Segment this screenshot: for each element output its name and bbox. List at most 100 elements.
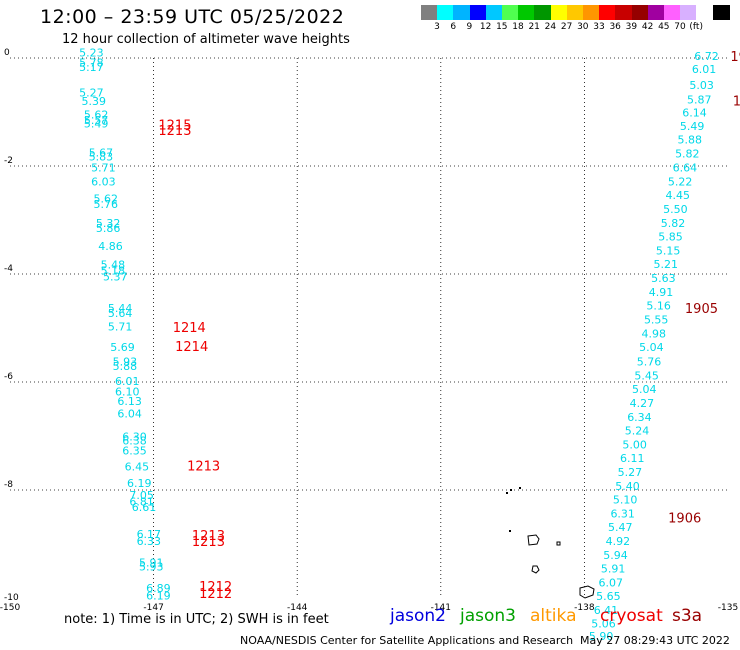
wave-height-point: 6.10: [115, 386, 140, 399]
island-dot: [519, 487, 521, 489]
color-scale-label: 9: [466, 22, 473, 32]
color-scale-swatch: [615, 5, 633, 20]
color-scale-swatch: [437, 5, 455, 20]
wave-height-point: 5.67: [89, 146, 114, 159]
color-scale-swatch: [583, 5, 600, 20]
wave-height-point: 5.91: [601, 563, 626, 576]
wave-height-point: 5.50: [663, 203, 688, 216]
wave-height-point: 6.19: [146, 590, 171, 603]
wave-height-point: 5.71: [108, 321, 133, 334]
color-scale-label: 3: [434, 22, 440, 32]
color-scale-label: 36: [609, 22, 621, 32]
wave-height-point: 5.15: [656, 245, 681, 258]
color-scale-label: 33: [593, 22, 605, 32]
wave-height-point: 5.40: [615, 480, 640, 493]
island-outline: [556, 541, 561, 546]
y-tick-label: 0: [4, 48, 10, 58]
color-scale-swatch: [696, 5, 714, 20]
wave-height-point: 6.01: [692, 63, 717, 76]
wave-height-point: 5.18: [101, 265, 126, 278]
y-tick-label: -4: [4, 264, 13, 274]
wave-height-point: 4.45: [665, 189, 690, 202]
wave-height-point: 5.64: [108, 307, 133, 320]
wave-height-point: 5.91: [139, 557, 164, 570]
wave-height-point: 5.39: [82, 95, 107, 108]
x-tick-label: -147: [143, 603, 163, 613]
time-label: 1213: [192, 529, 225, 544]
x-tick-label: -138: [574, 603, 595, 613]
wave-height-point: 6.72: [694, 50, 719, 63]
wave-height-point: 5.90: [589, 630, 614, 643]
wave-height-point: 7.05: [129, 489, 154, 502]
wave-height-point: 5.06: [591, 618, 616, 631]
island-dot: [506, 492, 508, 494]
wave-height-point: 5.24: [625, 424, 650, 437]
wave-height-point: 5.88: [113, 360, 138, 373]
wave-height-point: 5.63: [651, 272, 676, 285]
time-label: 1905: [685, 302, 718, 317]
wave-height-point: 5.32: [96, 217, 121, 230]
color-scale-swatch: [550, 5, 568, 20]
color-scale-label: 12: [479, 22, 492, 32]
x-tick-label: -135: [718, 603, 738, 613]
wave-height-point: 5.65: [596, 590, 621, 603]
island-dot: [510, 489, 512, 491]
color-scale-label: 24: [544, 22, 557, 32]
wave-height-point: 5.78: [79, 57, 104, 70]
color-scale-swatch: [647, 5, 665, 20]
wave-height-point: 5.85: [658, 231, 683, 244]
time-label: 1214: [173, 321, 206, 336]
wave-height-point: 5.04: [632, 383, 657, 396]
wave-height-point: 5.22: [668, 175, 693, 188]
y-tick-label: -10: [4, 593, 19, 603]
wave-height-point: 5.93: [139, 560, 164, 573]
color-scale-label: (ft): [689, 22, 703, 32]
wave-height-point: 5.87: [687, 93, 712, 106]
wave-height-point: 4.91: [649, 286, 674, 299]
wave-height-point: 5.76: [637, 355, 662, 368]
wave-height-point: 5.76: [93, 198, 118, 211]
mission-jason3: jason3: [460, 606, 516, 626]
wave-height-point: 6.30: [122, 430, 147, 443]
time-label: 19: [733, 95, 740, 110]
mission-s3a: s3a: [672, 606, 703, 626]
time-label: 1215: [158, 118, 191, 133]
wave-height-point: 4.86: [98, 240, 123, 253]
time-label: 1212: [199, 580, 232, 595]
wave-height-point: 6.89: [146, 582, 171, 595]
footer-timestamp: May 27 08:29:43 UTC 2022: [580, 634, 730, 647]
wave-height-point: 5.37: [103, 270, 128, 283]
wave-height-point: 6.33: [137, 535, 162, 548]
x-tick-label: -144: [287, 603, 308, 613]
wave-height-point: 6.01: [115, 375, 140, 388]
color-scale-swatch: [453, 5, 471, 20]
color-scale-swatch: [680, 5, 698, 20]
wave-height-point: 6.81: [129, 496, 154, 509]
wave-height-point: 5.48: [101, 259, 126, 272]
x-tick-label: -141: [431, 603, 451, 613]
wave-height-point: 6.04: [117, 408, 142, 421]
mission-jason2: jason2: [390, 606, 446, 626]
color-scale-swatch: [518, 5, 536, 20]
wave-height-point: 6.41: [594, 604, 619, 617]
wave-height-point: 5.27: [79, 86, 104, 99]
wave-height-point: 4.27: [630, 397, 655, 410]
time-label: 1906: [668, 511, 701, 526]
wave-height-point: 5.00: [622, 438, 647, 451]
page-title: 12:00 – 23:59 UTC 05/25/2022: [40, 6, 345, 28]
wave-height-point: 5.03: [689, 79, 714, 92]
wave-height-point: 5.55: [644, 314, 669, 327]
wave-height-point: 6.38: [122, 435, 147, 448]
time-label: 1214: [175, 340, 208, 355]
wave-height-point: 5.82: [675, 147, 700, 160]
wave-height-point: 6.17: [137, 528, 162, 541]
wave-height-point: 6.03: [91, 175, 116, 188]
wave-height-point: 6.35: [122, 444, 147, 457]
time-label: 1213: [192, 535, 225, 550]
color-scale-swatch: [485, 5, 503, 20]
color-scale-label: 21: [528, 22, 540, 32]
wave-height-point: 5.82: [661, 217, 686, 230]
wave-height-point: 6.14: [682, 106, 707, 119]
wave-height-point: 5.10: [613, 494, 638, 507]
